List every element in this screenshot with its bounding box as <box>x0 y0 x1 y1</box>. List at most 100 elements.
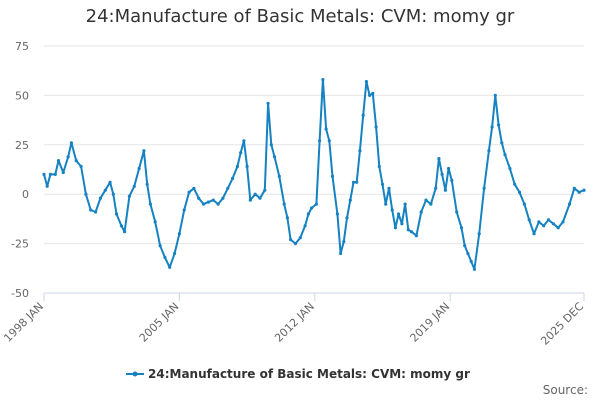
data-point[interactable] <box>177 232 181 236</box>
data-point[interactable] <box>221 196 225 200</box>
data-point[interactable] <box>282 202 286 206</box>
data-point[interactable] <box>556 226 560 230</box>
data-point[interactable] <box>158 244 162 248</box>
data-point[interactable] <box>303 224 307 228</box>
data-point[interactable] <box>48 172 53 176</box>
data-point[interactable] <box>89 208 93 212</box>
data-point[interactable] <box>345 216 349 220</box>
data-point[interactable] <box>572 186 576 190</box>
data-point[interactable] <box>145 182 149 186</box>
data-point[interactable] <box>414 234 418 238</box>
data-point[interactable] <box>393 226 397 230</box>
data-point[interactable] <box>45 184 49 188</box>
data-point[interactable] <box>206 200 210 204</box>
data-point[interactable] <box>351 180 356 184</box>
data-point[interactable] <box>406 228 410 232</box>
data-point[interactable] <box>477 232 481 236</box>
data-point[interactable] <box>98 196 102 200</box>
data-point[interactable] <box>211 198 215 202</box>
data-point[interactable] <box>371 91 375 95</box>
data-point[interactable] <box>324 127 328 131</box>
data-point[interactable] <box>242 139 246 143</box>
data-point[interactable] <box>137 166 141 171</box>
data-point[interactable] <box>472 267 476 271</box>
data-point[interactable] <box>537 220 541 224</box>
data-point[interactable] <box>424 198 428 202</box>
data-point[interactable] <box>142 149 146 153</box>
data-point[interactable] <box>168 265 172 269</box>
data-point[interactable] <box>466 251 470 256</box>
data-point[interactable] <box>289 238 293 242</box>
data-point[interactable] <box>493 93 497 97</box>
data-point[interactable] <box>226 186 230 190</box>
data-point[interactable] <box>440 172 444 176</box>
data-point[interactable] <box>517 190 522 194</box>
data-point[interactable] <box>532 232 536 236</box>
data-point[interactable] <box>482 186 486 190</box>
data-point[interactable] <box>409 230 414 234</box>
data-point[interactable] <box>74 159 78 163</box>
data-point[interactable] <box>245 164 249 169</box>
data-point[interactable] <box>111 192 115 196</box>
data-point[interactable] <box>114 212 119 216</box>
data-point[interactable] <box>561 220 565 224</box>
data-point[interactable] <box>503 153 507 157</box>
data-point[interactable] <box>384 202 388 206</box>
data-point[interactable] <box>542 224 546 228</box>
data-point[interactable] <box>374 125 378 129</box>
data-point[interactable] <box>108 180 112 184</box>
data-point[interactable] <box>377 164 381 169</box>
data-point[interactable] <box>429 202 433 206</box>
data-point[interactable] <box>327 139 331 143</box>
data-point[interactable] <box>66 155 70 159</box>
data-point[interactable] <box>216 202 220 206</box>
data-point[interactable] <box>263 188 267 192</box>
data-point[interactable] <box>314 202 318 206</box>
data-point[interactable] <box>94 210 98 214</box>
data-point[interactable] <box>403 202 407 206</box>
data-point[interactable] <box>400 222 404 226</box>
data-point[interactable] <box>546 218 551 222</box>
data-point[interactable] <box>469 259 473 263</box>
data-point[interactable] <box>272 155 277 159</box>
legend[interactable]: 24:Manufacture of Basic Metals: CVM: mom… <box>126 367 470 381</box>
data-point[interactable] <box>522 202 527 206</box>
data-point[interactable] <box>551 222 556 226</box>
data-point[interactable] <box>197 196 201 200</box>
data-point[interactable] <box>202 202 206 206</box>
data-point[interactable] <box>342 240 346 244</box>
data-point[interactable] <box>459 226 464 230</box>
data-point[interactable] <box>306 212 310 216</box>
data-point[interactable] <box>437 157 441 161</box>
data-point[interactable] <box>508 166 512 171</box>
data-point[interactable] <box>258 196 262 200</box>
data-point[interactable] <box>450 178 454 182</box>
data-point[interactable] <box>239 151 243 155</box>
data-point[interactable] <box>173 251 177 256</box>
data-point[interactable] <box>380 182 385 186</box>
data-point[interactable] <box>79 164 83 169</box>
data-point[interactable] <box>123 230 127 234</box>
data-point[interactable] <box>285 216 289 220</box>
data-point[interactable] <box>182 208 186 212</box>
data-point[interactable] <box>339 251 343 256</box>
data-point[interactable] <box>310 206 314 210</box>
data-point[interactable] <box>192 186 196 190</box>
data-point[interactable] <box>277 174 281 178</box>
data-point[interactable] <box>266 101 270 105</box>
data-point[interactable] <box>487 149 491 153</box>
data-point[interactable] <box>330 174 335 178</box>
data-point[interactable] <box>443 188 447 192</box>
data-point[interactable] <box>187 190 191 194</box>
data-point[interactable] <box>355 180 359 184</box>
data-point[interactable] <box>447 166 451 171</box>
data-point[interactable] <box>119 224 123 228</box>
data-point[interactable] <box>364 80 368 84</box>
data-point[interactable] <box>361 113 365 117</box>
data-point[interactable] <box>53 172 57 176</box>
data-point[interactable] <box>298 236 302 240</box>
data-point[interactable] <box>358 149 362 153</box>
data-point[interactable] <box>513 182 517 186</box>
data-point[interactable] <box>368 93 372 97</box>
data-point[interactable] <box>567 202 572 206</box>
